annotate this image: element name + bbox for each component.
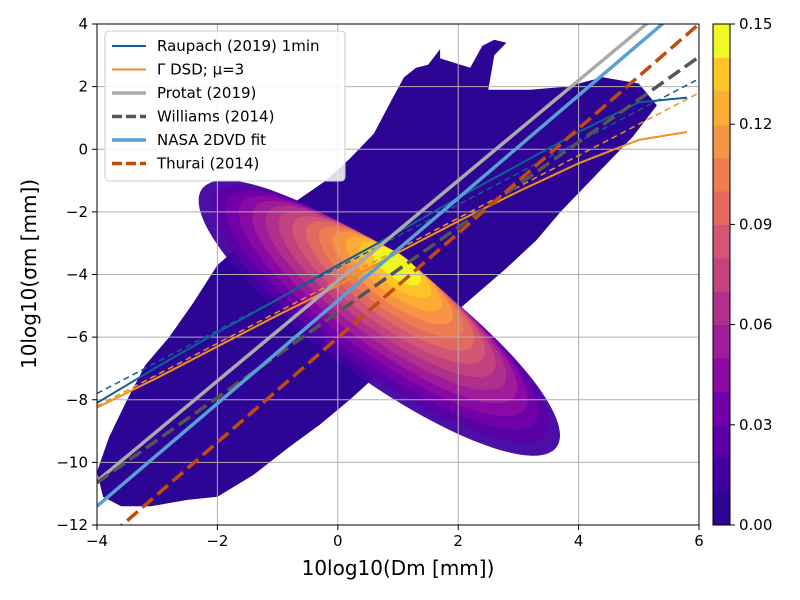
x-tick-label-1: −2 xyxy=(206,532,228,550)
series-line-6 xyxy=(97,24,666,508)
colorbar-band-5 xyxy=(713,324,730,359)
legend-box xyxy=(104,30,346,182)
y-tick-label-4: −4 xyxy=(66,266,88,284)
legend-label-3: Williams (2014) xyxy=(157,108,274,126)
colorbar-band-6 xyxy=(713,291,730,326)
colorbar: 0.00 0.03 0.06 0.09 0.12 0.15 xyxy=(712,15,772,534)
x-ticks: −4 −2 0 2 4 6 xyxy=(86,525,704,550)
legend: Raupach (2019) 1min Γ DSD; μ=3 Protat (201… xyxy=(104,30,346,182)
y-tick-label-5: −2 xyxy=(66,203,88,221)
x-tick-label-4: 4 xyxy=(574,532,584,550)
colorbar-frame xyxy=(712,23,731,526)
x-tick-label-3: 2 xyxy=(453,532,463,550)
colorbar-band-10 xyxy=(713,157,730,192)
y-tick-label-0: −12 xyxy=(56,516,88,534)
series-line-2 xyxy=(97,131,688,409)
colorbar-band-0 xyxy=(713,491,730,526)
colorbar-band-2 xyxy=(713,424,730,459)
legend-label-1: Γ DSD; μ=3 xyxy=(157,61,244,79)
legend-label-0: Raupach (2019) 1min xyxy=(157,37,320,55)
colorbar-band-13 xyxy=(713,57,730,92)
y-tick-label-7: 2 xyxy=(78,78,88,96)
series-line-3 xyxy=(97,92,699,407)
colorbar-tick-label-1: 0.03 xyxy=(739,416,772,434)
colorbar-band-9 xyxy=(713,191,730,225)
y-tick-label-1: −10 xyxy=(56,453,88,471)
colorbar-tick-label-2: 0.06 xyxy=(739,316,772,334)
colorbar-tick-label-0: 0.00 xyxy=(739,516,772,534)
colorbar-band-3 xyxy=(713,391,730,426)
colorbar-band-1 xyxy=(713,458,730,493)
y-tick-label-6: 0 xyxy=(78,140,88,158)
colorbar-band-7 xyxy=(713,257,730,292)
colorbar-band-14 xyxy=(713,24,730,58)
x-tick-label-5: 6 xyxy=(694,532,704,550)
legend-label-5: Thurai (2014) xyxy=(156,155,259,173)
x-tick-label-0: −4 xyxy=(86,532,108,550)
y-tick-label-3: −6 xyxy=(66,328,88,346)
series-line-1 xyxy=(97,78,699,395)
colorbar-tick-label-5: 0.15 xyxy=(739,15,772,33)
colorbar-band-12 xyxy=(713,90,730,125)
y-tick-label-2: −8 xyxy=(66,391,88,409)
series-line-5 xyxy=(97,55,699,485)
colorbar-band-11 xyxy=(713,124,730,159)
y-axis-label: 10log10(σm [mm]) xyxy=(17,179,41,369)
series-line-4 xyxy=(97,24,650,483)
series-line-7 xyxy=(119,24,699,525)
colorbar-band-4 xyxy=(713,358,730,392)
y-tick-label-8: 4 xyxy=(78,15,88,33)
legend-label-4: NASA 2DVD fit xyxy=(157,131,266,149)
colorbar-tick-label-4: 0.12 xyxy=(739,115,772,133)
y-ticks: −12 −10 −8 −6 −4 −2 0 2 4 xyxy=(56,15,97,534)
x-tick-label-2: 0 xyxy=(333,532,343,550)
colorbar-tick-label-3: 0.09 xyxy=(739,215,772,233)
x-axis-label: 10log10(Dm [mm]) xyxy=(302,556,495,580)
series-lines xyxy=(97,24,699,525)
colorbar-band-8 xyxy=(713,224,730,259)
legend-label-2: Protat (2019) xyxy=(157,84,256,102)
